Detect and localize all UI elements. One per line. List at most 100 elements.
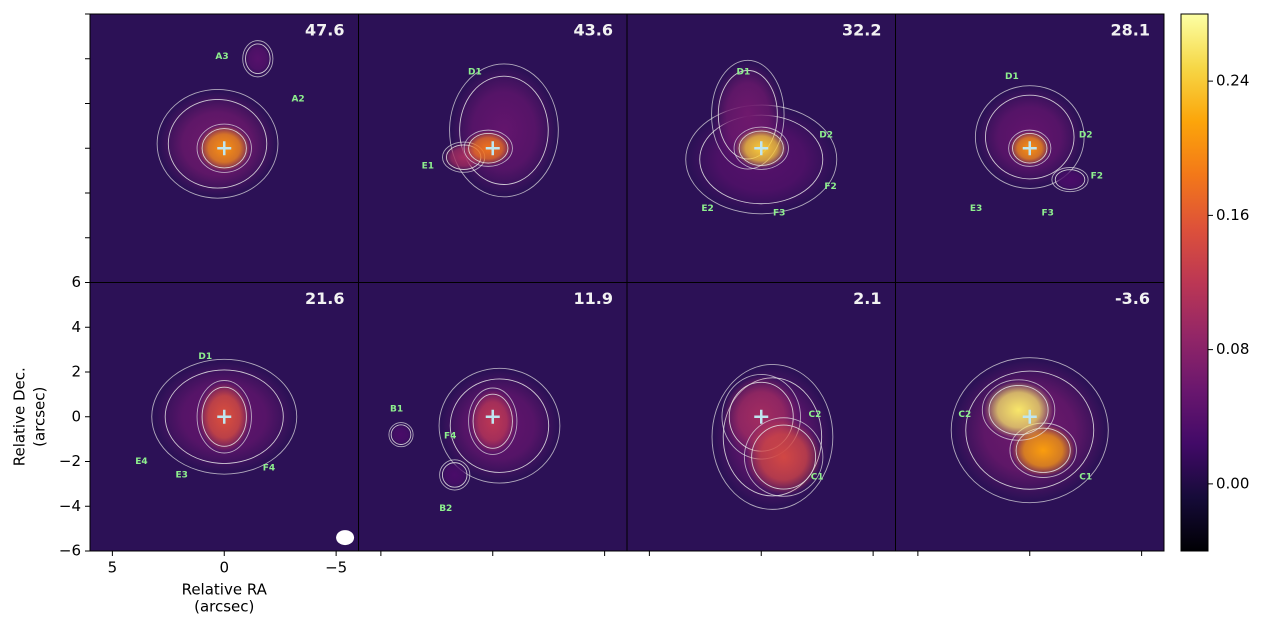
emission-source bbox=[982, 380, 1054, 440]
emission bbox=[984, 381, 1054, 439]
panel: D1 D2 F2 E2 F3 32.2 bbox=[627, 14, 896, 283]
component-label: D2 bbox=[819, 130, 833, 140]
panel: C2 C1 -3.6 bbox=[896, 283, 1165, 552]
component-label: C2 bbox=[809, 410, 822, 420]
x-axis-label: (arcsec) bbox=[194, 598, 254, 616]
panel: C2 C1 2.1 bbox=[627, 283, 896, 552]
component-text: F3 bbox=[773, 209, 785, 219]
component-text: D2 bbox=[1079, 130, 1093, 140]
component-text: C1 bbox=[1079, 473, 1092, 483]
component-text: F4 bbox=[263, 464, 275, 474]
component-text: F4 bbox=[444, 431, 456, 441]
y-tick-label: −6 bbox=[59, 542, 81, 560]
component-text: C1 bbox=[811, 473, 824, 483]
component-label: F4 bbox=[263, 464, 275, 474]
component-text: E1 bbox=[422, 162, 434, 172]
component-label: A2 bbox=[291, 95, 304, 105]
component-label: E3 bbox=[970, 204, 982, 214]
x-tick-label: −5 bbox=[325, 559, 347, 577]
beam bbox=[336, 530, 354, 545]
emission bbox=[440, 460, 469, 489]
x-axis-label: Relative RA bbox=[182, 581, 268, 599]
component-text: C2 bbox=[809, 410, 822, 420]
component-label: E2 bbox=[701, 204, 713, 214]
panel: A3 A2 47.6 bbox=[90, 14, 359, 283]
figure: A3 A2 47.6 D1 E1 43.6 D1 D2 F2 E2 F3 32.2 D1 D2 F2 E3 F3… bbox=[0, 0, 1280, 617]
y-axis-label: (arcsec) bbox=[31, 387, 49, 447]
y-tick-label: 0 bbox=[71, 407, 81, 425]
component-label: D1 bbox=[468, 68, 482, 78]
y-tick-label: −2 bbox=[59, 452, 81, 470]
component-label: B2 bbox=[439, 504, 452, 514]
velocity-label: 28.1 bbox=[1111, 21, 1150, 40]
component-text: F2 bbox=[1091, 172, 1103, 182]
component-label: E3 bbox=[176, 470, 188, 480]
component-label: F2 bbox=[824, 182, 836, 192]
panel: D1 D2 F2 E3 F3 28.1 bbox=[896, 14, 1165, 283]
emission bbox=[746, 419, 822, 495]
component-text: D1 bbox=[468, 68, 482, 78]
component-text: E3 bbox=[970, 204, 982, 214]
component-label: C2 bbox=[958, 410, 971, 420]
component-label: E4 bbox=[135, 457, 147, 467]
emission-source bbox=[1052, 167, 1088, 191]
component-label: D2 bbox=[1079, 130, 1093, 140]
emission-source bbox=[440, 460, 470, 490]
component-label: D1 bbox=[198, 352, 212, 362]
panel: D1 E4 E3 F4 21.6 bbox=[90, 283, 359, 552]
component-label: E1 bbox=[422, 162, 434, 172]
velocity-label: -3.6 bbox=[1115, 289, 1150, 308]
emission-source bbox=[389, 423, 413, 447]
colorbar-tick-label: 0.16 bbox=[1216, 206, 1249, 224]
component-label: F3 bbox=[1041, 209, 1053, 219]
velocity-label: 43.6 bbox=[574, 21, 613, 40]
component-text: A2 bbox=[291, 95, 304, 105]
component-text: D2 bbox=[819, 130, 833, 140]
component-label: D1 bbox=[1005, 72, 1019, 82]
component-text: F3 bbox=[1041, 209, 1053, 219]
panel: D1 E1 43.6 bbox=[359, 14, 628, 283]
y-tick-label: 4 bbox=[71, 318, 81, 336]
component-label: C1 bbox=[1079, 473, 1092, 483]
colorbar-tick-label: 0.08 bbox=[1216, 340, 1249, 358]
x-tick-label: 5 bbox=[108, 559, 118, 577]
component-label: D1 bbox=[736, 68, 750, 78]
emission bbox=[389, 423, 412, 446]
component-label: C1 bbox=[811, 473, 824, 483]
component-label: A3 bbox=[215, 52, 228, 62]
component-text: D1 bbox=[1005, 72, 1019, 82]
y-axis-label: Relative Dec. bbox=[11, 367, 29, 466]
component-text: D1 bbox=[736, 68, 750, 78]
component-label: F4 bbox=[444, 431, 456, 441]
component-text: F2 bbox=[824, 182, 836, 192]
panel: B1 F4 B2 11.9 bbox=[359, 283, 628, 552]
y-tick-label: 2 bbox=[71, 363, 81, 381]
component-text: E2 bbox=[701, 204, 713, 214]
component-text: D1 bbox=[198, 352, 212, 362]
colorbar bbox=[1181, 14, 1208, 551]
component-text: C2 bbox=[958, 410, 971, 420]
velocity-label: 2.1 bbox=[853, 289, 881, 308]
component-label: B1 bbox=[390, 404, 403, 414]
colorbar-tick-label: 0.24 bbox=[1216, 72, 1249, 90]
velocity-label: 32.2 bbox=[842, 21, 881, 40]
y-tick-label: −4 bbox=[59, 497, 81, 515]
emission bbox=[1053, 168, 1088, 191]
component-text: E3 bbox=[176, 470, 188, 480]
emission-source bbox=[744, 418, 823, 497]
component-label: F3 bbox=[773, 209, 785, 219]
colorbar-tick-label: 0.00 bbox=[1216, 474, 1249, 492]
y-tick-label: 6 bbox=[71, 273, 81, 291]
component-text: B2 bbox=[439, 504, 452, 514]
x-tick-label: 0 bbox=[219, 559, 229, 577]
component-text: A3 bbox=[215, 52, 228, 62]
component-label: F2 bbox=[1091, 172, 1103, 182]
velocity-label: 11.9 bbox=[574, 289, 613, 308]
emission-source bbox=[243, 41, 273, 77]
velocity-label: 21.6 bbox=[305, 289, 344, 308]
velocity-label: 47.6 bbox=[305, 21, 344, 40]
component-text: B1 bbox=[390, 404, 403, 414]
emission bbox=[243, 41, 272, 76]
component-text: E4 bbox=[135, 457, 147, 467]
emission bbox=[452, 66, 557, 194]
